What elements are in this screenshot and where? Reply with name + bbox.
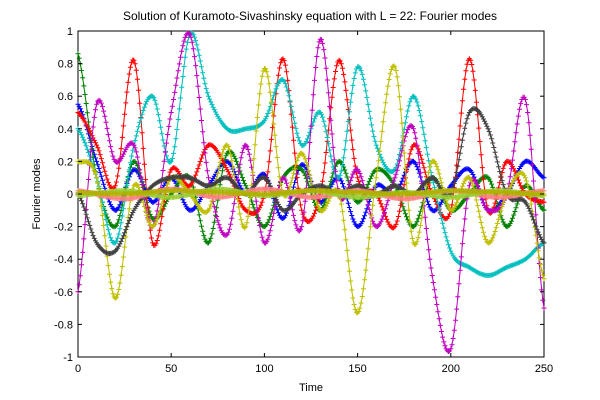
x-axis-label: Time: [299, 382, 323, 394]
y-tick-label: -1: [63, 352, 73, 364]
chart-title: Solution of Kuramoto-Sivashinsky equatio…: [123, 9, 497, 23]
plot-area: 0 50 100 150 200 250 -1 -0.8 -0.6 -0.4 -0.2 0 0.2 0.4…: [54, 26, 553, 375]
tick-layer: 0 50 100 150 200 250 -1 -0.8 -0.6 -0.4 -0.2 0 0.2 0.4…: [54, 26, 553, 375]
series-markers: [75, 188, 547, 197]
x-tick-label: 200: [442, 363, 460, 375]
y-tick-label: -0.4: [54, 254, 73, 266]
y-tick-label: 0.2: [58, 156, 73, 168]
x-tick-label: 150: [348, 363, 366, 375]
y-tick-label: 0.8: [58, 59, 73, 71]
x-tick-label: 100: [255, 363, 273, 375]
y-tick-label: 0: [67, 189, 73, 201]
series-layer: [75, 30, 547, 354]
series-9: [75, 188, 547, 197]
y-tick-label: -0.2: [54, 222, 73, 234]
x-tick-label: 250: [535, 363, 553, 375]
y-tick-label: -0.6: [54, 287, 73, 299]
x-tick-label: 0: [75, 363, 81, 375]
y-tick-label: 0.6: [58, 91, 73, 103]
y-tick-label: 1: [67, 26, 73, 38]
x-tick-label: 50: [165, 363, 177, 375]
y-axis-label: Fourier modes: [31, 158, 43, 229]
y-tick-label: 0.4: [58, 124, 73, 136]
y-tick-label: -0.8: [54, 319, 73, 331]
